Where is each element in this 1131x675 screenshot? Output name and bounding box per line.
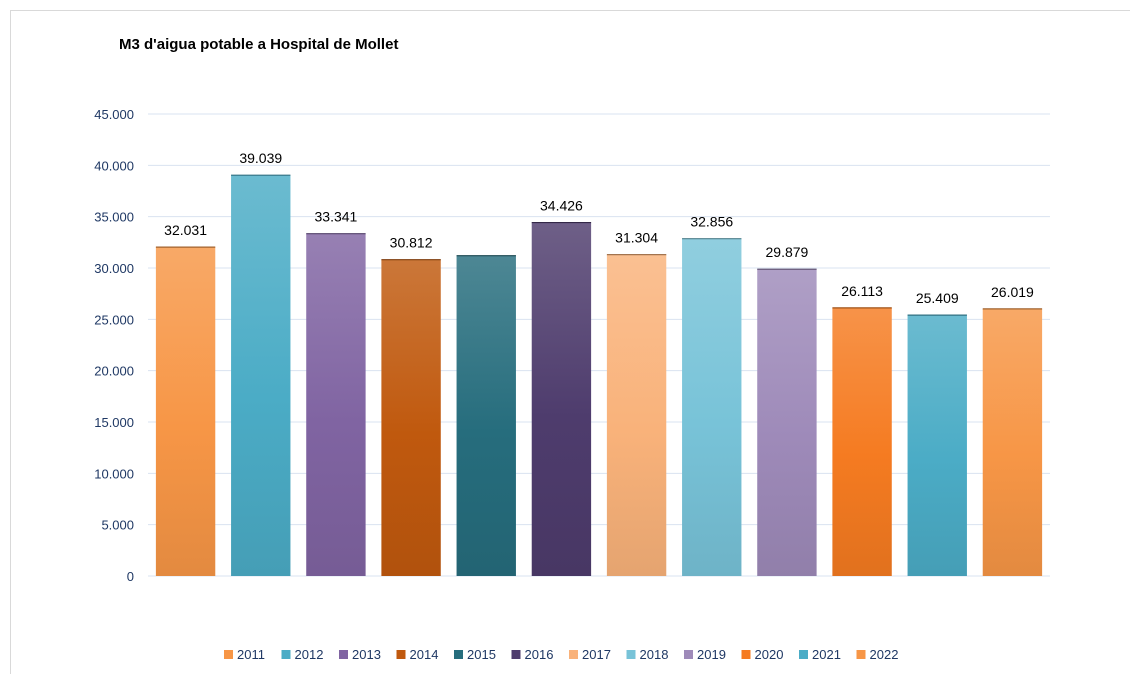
legend-swatch-2019 bbox=[684, 650, 693, 659]
data-label-2022: 26.019 bbox=[991, 284, 1034, 300]
bar-2020 bbox=[832, 307, 892, 576]
legend-label-2015: 2015 bbox=[467, 647, 496, 662]
y-tick-label: 5.000 bbox=[101, 518, 134, 533]
legend-swatch-2018 bbox=[626, 650, 636, 659]
legend-label-2014: 2014 bbox=[410, 647, 439, 662]
legend-label-2019: 2019 bbox=[697, 647, 726, 662]
y-tick-label: 30.000 bbox=[94, 261, 134, 276]
bar-2013 bbox=[306, 233, 366, 576]
data-label-2014: 30.812 bbox=[390, 235, 433, 251]
bar-2012 bbox=[231, 175, 291, 577]
y-axis-ticks: 0 5.000 10.000 15.000 20.000 25.000 30.000 35.0… bbox=[94, 107, 134, 584]
y-tick-label: 20.000 bbox=[94, 364, 134, 379]
data-label-2017: 31.304 bbox=[615, 230, 658, 246]
legend: 2011 2012 2013 2014 2015 2016 2017 2018 2019 2020… bbox=[224, 647, 898, 662]
legend-swatch-2011 bbox=[224, 650, 233, 659]
bar-2022 bbox=[982, 308, 1043, 576]
legend-swatch-2015 bbox=[454, 650, 463, 659]
legend-swatch-2017 bbox=[569, 650, 578, 659]
y-tick-label: 25.000 bbox=[94, 312, 134, 327]
bars bbox=[155, 174, 1043, 577]
y-tick-label: 15.000 bbox=[94, 415, 134, 430]
legend-label-2018: 2018 bbox=[640, 647, 669, 662]
chart-title: M3 d'aigua potable a Hospital de Mollet bbox=[119, 36, 398, 53]
legend-label-2011: 2011 bbox=[237, 647, 265, 662]
legend-swatch-2020 bbox=[741, 650, 751, 659]
data-label-2021: 25.409 bbox=[916, 290, 959, 306]
legend-swatch-2013 bbox=[339, 650, 348, 659]
legend-label-2012: 2012 bbox=[295, 647, 324, 662]
legend-swatch-2014 bbox=[396, 650, 406, 659]
legend-label-2020: 2020 bbox=[755, 647, 784, 662]
y-tick-label: 35.000 bbox=[94, 210, 134, 225]
bar-2018 bbox=[682, 238, 742, 576]
legend-label-2021: 2021 bbox=[812, 647, 841, 662]
data-label-2018: 32.856 bbox=[690, 214, 733, 230]
bar-2017 bbox=[606, 254, 667, 576]
bar-2016 bbox=[531, 222, 592, 576]
legend-swatch-2012 bbox=[281, 650, 291, 659]
legend-label-2017: 2017 bbox=[582, 647, 611, 662]
chart-frame bbox=[10, 10, 1130, 674]
legend-swatch-2021 bbox=[799, 650, 808, 659]
gridlines bbox=[148, 113, 1050, 577]
data-labels: 32.031 39.039 33.341 30.812 34.426 31.304 32.8… bbox=[164, 150, 1034, 306]
bar-2015 bbox=[456, 255, 516, 576]
y-tick-label: 0 bbox=[127, 569, 134, 584]
y-tick-label: 40.000 bbox=[94, 158, 134, 173]
bar-2014 bbox=[381, 259, 441, 576]
data-label-2016: 34.426 bbox=[540, 198, 583, 214]
data-label-2019: 29.879 bbox=[766, 244, 809, 260]
bar-2019 bbox=[757, 269, 817, 576]
data-label-2012: 39.039 bbox=[239, 150, 282, 166]
legend-label-2013: 2013 bbox=[352, 647, 381, 662]
legend-swatch-2022 bbox=[856, 650, 866, 659]
legend-swatch-2016 bbox=[511, 650, 521, 659]
bar-2011 bbox=[155, 247, 216, 576]
data-label-2020: 26.113 bbox=[841, 283, 883, 299]
legend-label-2016: 2016 bbox=[525, 647, 554, 662]
bar-2021 bbox=[907, 315, 967, 576]
data-label-2013: 33.341 bbox=[315, 209, 358, 225]
y-tick-label: 10.000 bbox=[94, 466, 134, 481]
data-label-2011: 32.031 bbox=[164, 222, 207, 238]
y-tick-label: 45.000 bbox=[94, 107, 134, 122]
legend-label-2022: 2022 bbox=[870, 647, 899, 662]
